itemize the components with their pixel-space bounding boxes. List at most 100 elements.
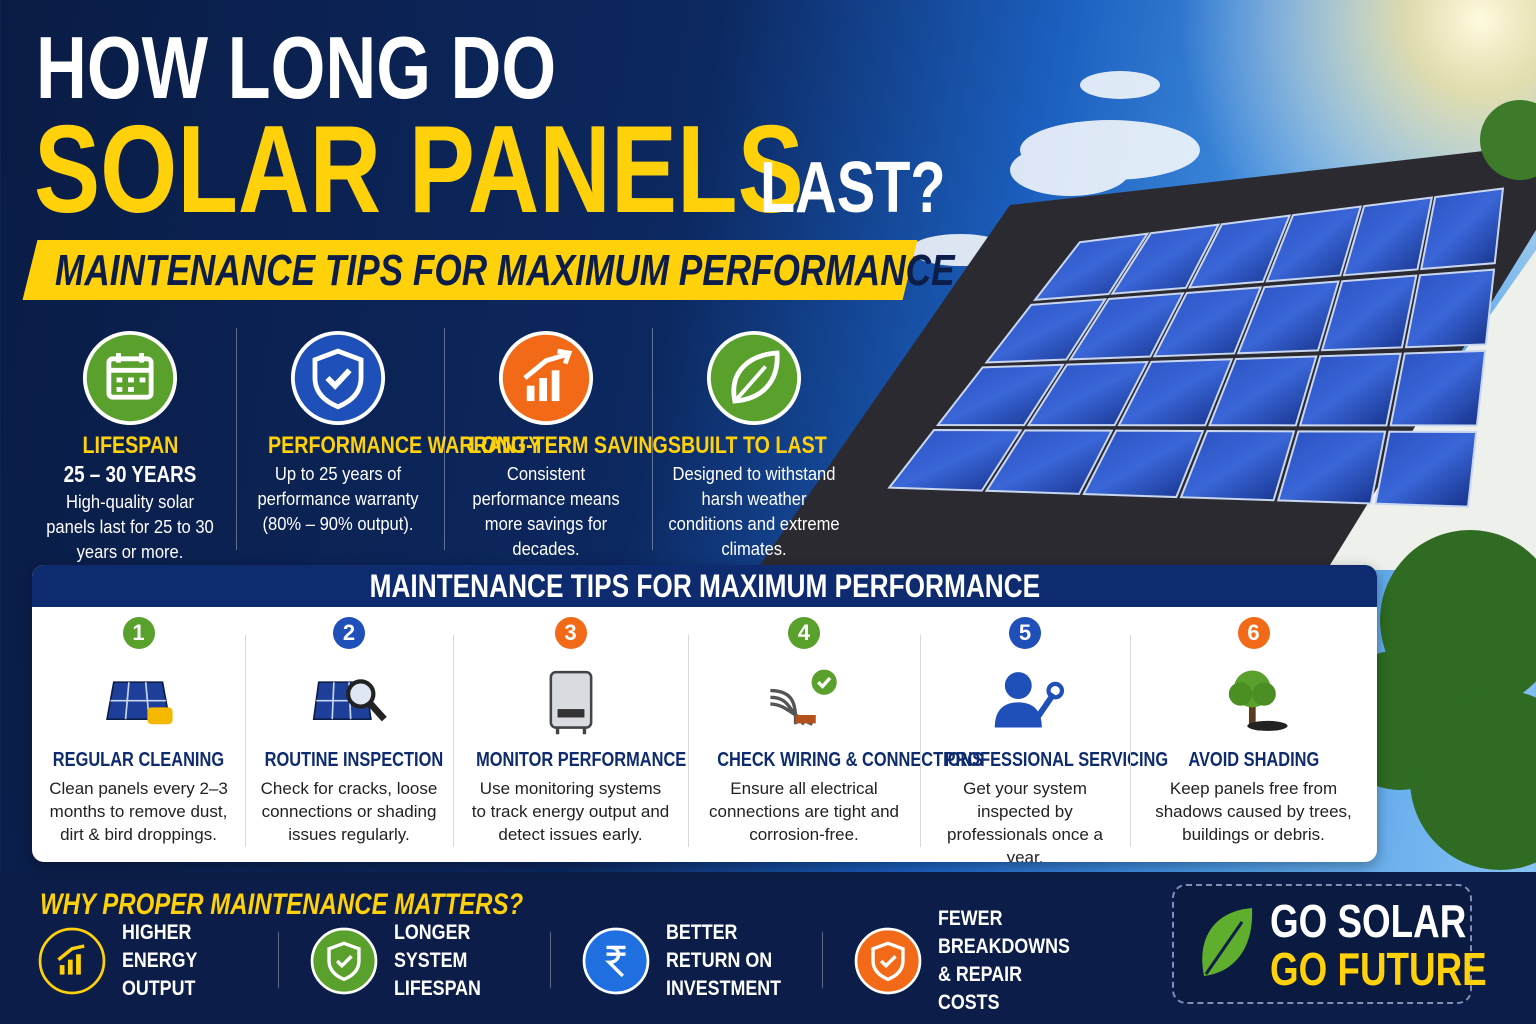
cloud — [1080, 71, 1160, 99]
tip-title-text: AVOID SHADING — [1188, 749, 1319, 771]
solar-panel — [1110, 223, 1221, 295]
divider — [920, 635, 921, 847]
icon-part — [555, 727, 586, 735]
icon — [82, 330, 178, 426]
solar-panel — [1117, 358, 1234, 427]
icon-part — [526, 385, 535, 402]
tip-number: 5 — [1009, 617, 1041, 649]
leaf-vein — [1204, 921, 1244, 975]
why-title-text: WHY PROPER MAINTENANCE MATTERS? — [40, 888, 524, 921]
why-text: FEWER BREAKDOWNS & REPAIR COSTS — [938, 907, 1070, 1014]
icon-part — [59, 965, 65, 975]
icon-part — [549, 670, 592, 729]
cloud — [1010, 144, 1130, 196]
tip-title-text: PROFESSIONAL SERVICING — [944, 749, 1169, 771]
icon-part — [1029, 692, 1056, 728]
feature: PERFORMANCE WARRANTY Up to 25 years of pe… — [238, 330, 541, 537]
icon-part — [1228, 682, 1252, 706]
tip-title: CHECK WIRING & CONNECTIONS — [688, 747, 983, 773]
feature: LIFESPAN 25 – 30 YEARS High-quality solar … — [30, 330, 230, 565]
tip-number: 1 — [122, 617, 155, 649]
bush — [1480, 100, 1536, 180]
slogan-box: GO SOLAR GO FUTURE — [1172, 884, 1487, 1004]
tip-text: Ensure all electrical connections are ti… — [709, 779, 899, 844]
tip: 2 ROUTINE INSPECTION Check for cracks, loo… — [245, 617, 453, 846]
icon-part — [108, 353, 152, 392]
divider — [453, 635, 454, 847]
tips-title: MAINTENANCE TIPS FOR MAXIMUM PERFORMANCE — [369, 568, 1040, 604]
icon-part — [557, 709, 584, 718]
tip-text: Clean panels every 2–3 months to remove … — [49, 779, 228, 844]
solar-panel — [1026, 360, 1150, 427]
title-line: LAST? — [760, 148, 992, 228]
subtitle: MAINTENANCE TIPS FOR MAXIMUM PERFORMANCE — [55, 246, 1179, 296]
why-text: LONGER SYSTEM LIFESPAN — [394, 921, 481, 1000]
divider — [1130, 635, 1131, 847]
icon — [310, 927, 378, 995]
why-item: FEWER BREAKDOWNS & REPAIR COSTS — [854, 907, 1114, 1014]
tip-text: Keep panels free from shadows caused by … — [1155, 779, 1352, 844]
title-text: HOW LONG DO — [36, 18, 557, 117]
icon-part — [346, 679, 376, 709]
why-item: LONGER SYSTEM LIFESPAN — [310, 921, 570, 1000]
divider — [236, 328, 237, 550]
tip-number: 6 — [1237, 617, 1270, 649]
icon-part — [1246, 720, 1288, 731]
icon-part — [1046, 681, 1065, 700]
icon — [105, 681, 173, 725]
icon-circle — [310, 927, 378, 995]
icon-part — [76, 954, 81, 975]
tip: 3 MONITOR PERFORMANCE Use monitoring syste… — [453, 617, 688, 846]
icon-part — [557, 348, 573, 365]
divider — [550, 932, 551, 988]
title-main: SOLAR PANELS — [34, 101, 804, 239]
solar-panel — [935, 363, 1065, 427]
solar-panel — [1208, 355, 1318, 427]
tip-number: 4 — [788, 617, 820, 649]
solar-panel — [1276, 430, 1387, 505]
tip-text: Check for cracks, loose connections or s… — [260, 779, 438, 844]
solar-panel — [1179, 430, 1296, 502]
icon-part — [1248, 699, 1256, 725]
tip-title: REGULAR CLEANING — [32, 747, 245, 773]
solar-panel — [984, 298, 1108, 364]
icon — [994, 672, 1065, 728]
icon — [290, 330, 386, 426]
icon-part — [605, 945, 626, 978]
icon-part — [335, 955, 353, 969]
slogan-text: GO SOLAR — [1270, 895, 1467, 947]
icon-part — [327, 941, 361, 982]
icon-part — [539, 378, 547, 402]
title-line: SOLAR PANELS — [34, 108, 996, 232]
tip-title: ROUTINE INSPECTION — [245, 747, 453, 773]
tip-title-text: REGULAR CLEANING — [52, 749, 225, 771]
icon-part — [1004, 672, 1032, 699]
feature-title-text: BUILT TO LAST — [681, 432, 827, 459]
icon-circle — [854, 927, 922, 995]
icon-part — [1251, 682, 1276, 706]
icon-part — [731, 350, 780, 404]
tip: 1 REGULAR CLEANING Clean panels every 2–3 … — [32, 617, 245, 846]
solar-panel — [1187, 214, 1292, 289]
tip-title: AVOID SHADING — [1130, 747, 1377, 773]
slogan-line: GO FUTURE — [1270, 946, 1536, 992]
tip-title-text: MONITOR PERFORMANCE — [476, 749, 687, 771]
tip-title-text: CHECK WIRING & CONNECTIONS — [717, 749, 984, 771]
why-text: BETTER RETURN ON INVESTMENT — [666, 921, 782, 1000]
solar-panel — [1320, 274, 1418, 352]
icon-part — [106, 356, 154, 400]
tip: 6 AVOID SHADING Keep panels free from shad… — [1130, 617, 1377, 846]
icon-part — [817, 676, 832, 689]
icon-part — [523, 352, 566, 380]
tip-title-text: ROUTINE INSPECTION — [264, 749, 444, 771]
icon-part — [312, 348, 364, 410]
icon-part — [325, 368, 352, 390]
why-item: BETTER RETURN ON INVESTMENT — [582, 921, 842, 1000]
tip-title: MONITOR PERFORMANCE — [453, 747, 688, 773]
solar-panel — [984, 429, 1114, 495]
icon — [706, 330, 802, 426]
feature-title-text: PERFORMANCE WARRANTY — [267, 432, 542, 459]
feature-text: Consistent performance means more saving… — [472, 464, 620, 559]
bush — [1410, 690, 1536, 870]
